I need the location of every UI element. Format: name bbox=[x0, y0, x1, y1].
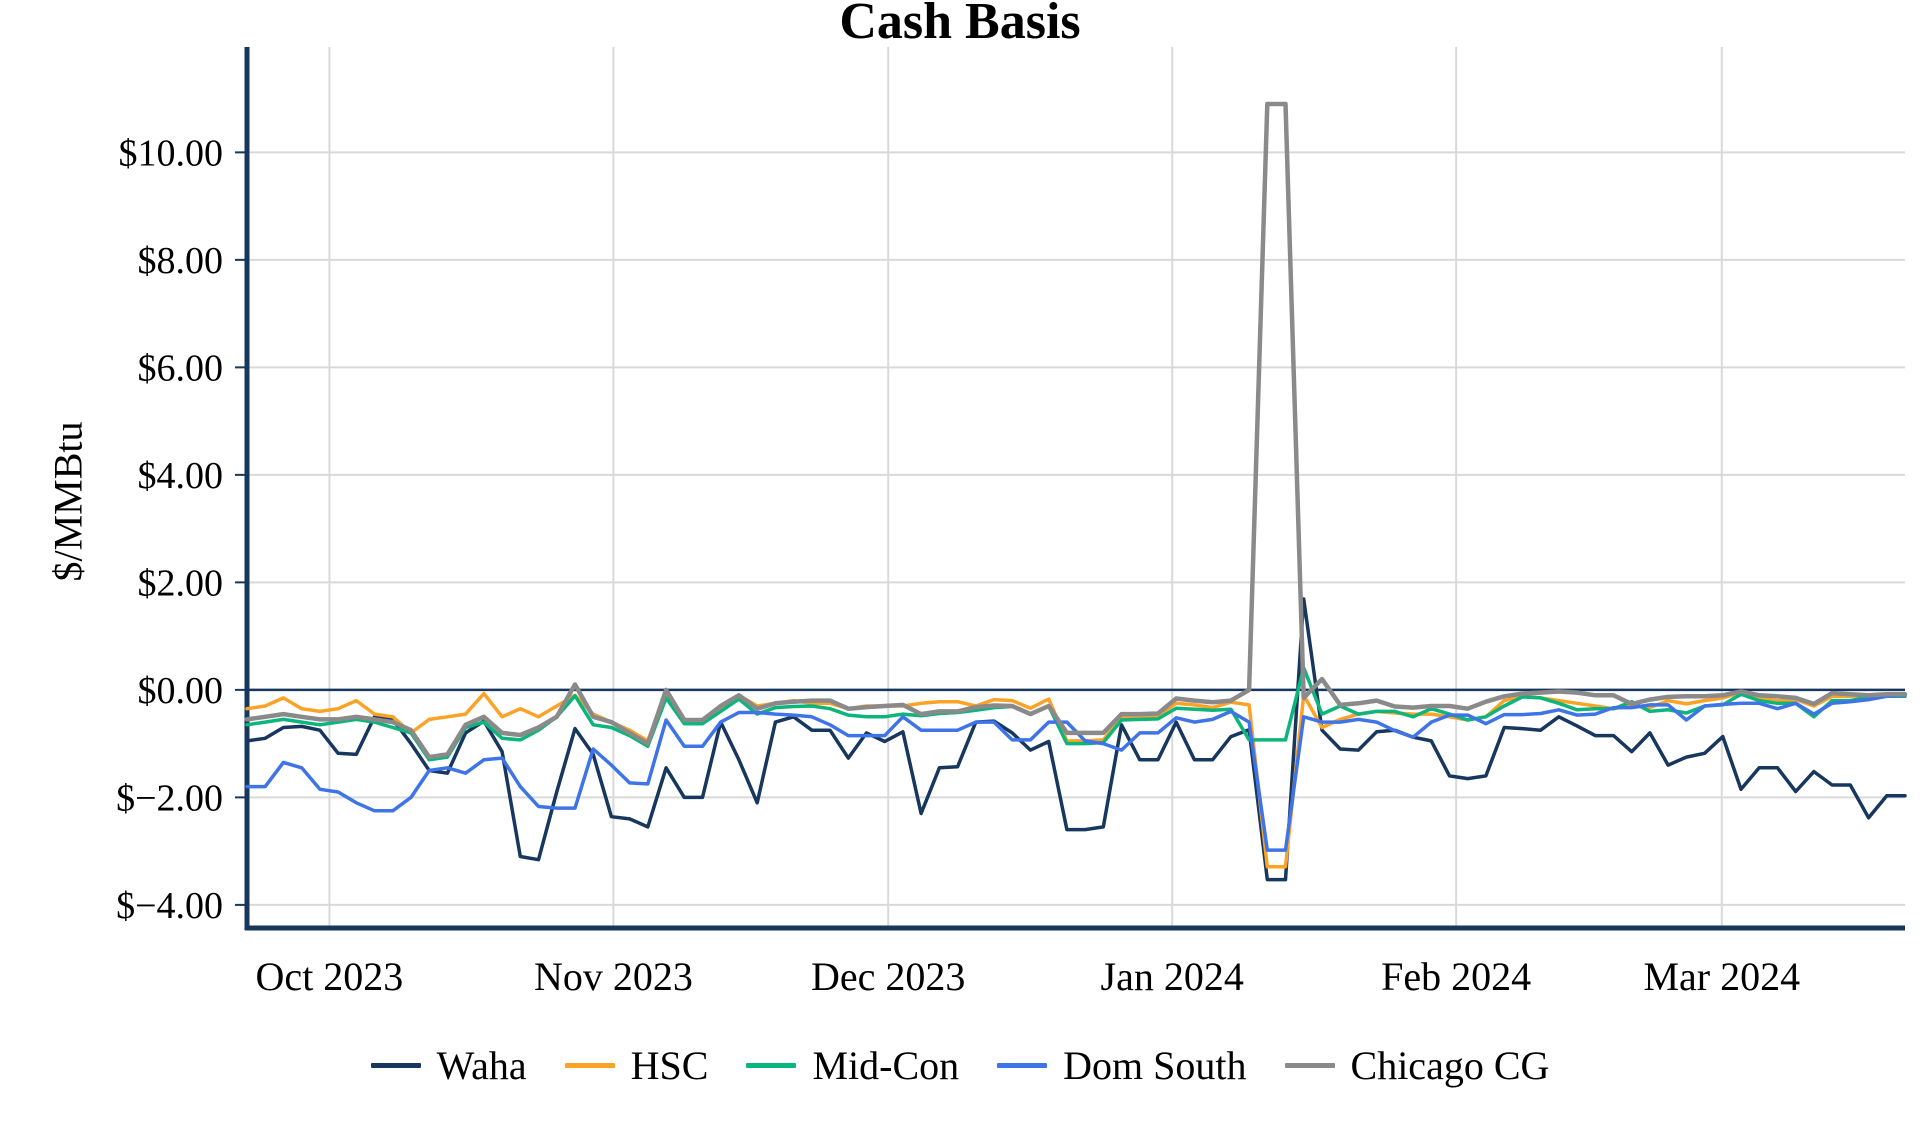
chart-line-dom-south bbox=[245, 693, 1907, 852]
x-tick-label: Oct 2023 bbox=[256, 954, 404, 999]
chart-legend: Waha HSC Mid-Con Dom South Chicago CG bbox=[0, 1042, 1920, 1089]
y-tick-label: $10.00 bbox=[119, 132, 224, 174]
x-tick-label: Mar 2024 bbox=[1643, 954, 1800, 999]
y-tick-label: $−2.00 bbox=[116, 777, 223, 819]
legend-swatch-hsc bbox=[564, 1063, 615, 1068]
y-axis-title: $/MMBtu bbox=[45, 421, 91, 582]
legend-label: HSC bbox=[630, 1043, 709, 1088]
legend-label: Waha bbox=[436, 1043, 527, 1088]
x-tick-label: Feb 2024 bbox=[1381, 954, 1531, 999]
x-tick-label: Jan 2024 bbox=[1101, 954, 1244, 999]
x-tick-label: Nov 2023 bbox=[534, 954, 693, 999]
chart-title: Cash Basis bbox=[839, 0, 1081, 50]
y-tick-label: $0.00 bbox=[138, 670, 224, 712]
y-tick-label: $2.00 bbox=[138, 562, 224, 604]
legend-swatch-mid-con bbox=[746, 1063, 797, 1068]
y-tick-label: $−4.00 bbox=[116, 885, 223, 927]
legend-swatch-chicago-cg bbox=[1284, 1063, 1335, 1068]
legend-item-waha: Waha bbox=[370, 1042, 527, 1089]
legend-label: Mid-Con bbox=[812, 1043, 960, 1088]
legend-swatch-dom-south bbox=[997, 1063, 1048, 1068]
y-tick-label: $6.00 bbox=[138, 347, 224, 389]
chart-line-chicago-cg bbox=[244, 101, 1908, 760]
legend-label: Chicago CG bbox=[1350, 1043, 1550, 1088]
legend-item-hsc: HSC bbox=[564, 1042, 709, 1089]
x-tick-label: Dec 2023 bbox=[811, 954, 965, 999]
chart-line-hsc bbox=[245, 690, 1907, 869]
legend-swatch-waha bbox=[370, 1063, 421, 1068]
y-tick-label: $4.00 bbox=[138, 455, 224, 497]
legend-label: Dom South bbox=[1063, 1043, 1247, 1088]
legend-item-dom-south: Dom South bbox=[997, 1042, 1247, 1089]
y-tick-label: $8.00 bbox=[138, 240, 224, 282]
legend-item-mid-con: Mid-Con bbox=[746, 1042, 959, 1089]
legend-item-chicago-cg: Chicago CG bbox=[1284, 1042, 1550, 1089]
chart-line-waha bbox=[245, 597, 1907, 882]
